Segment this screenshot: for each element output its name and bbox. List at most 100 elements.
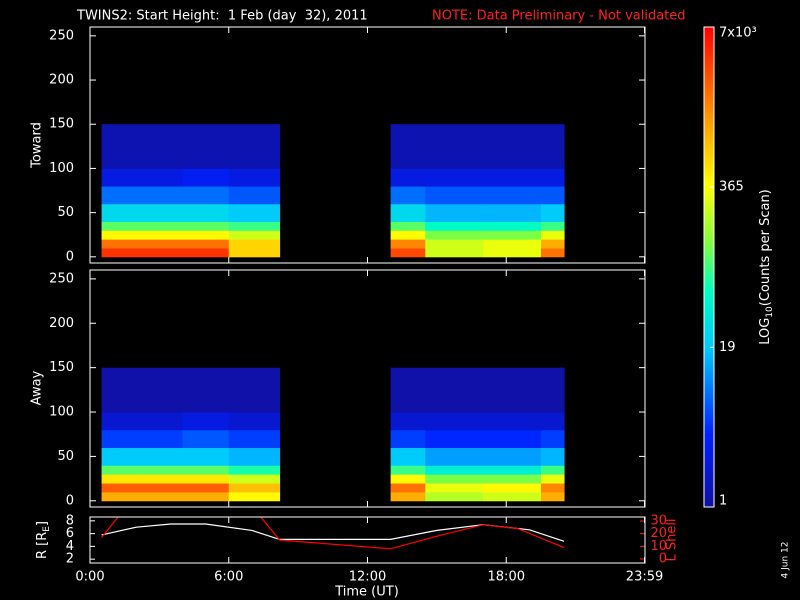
heatmap-cell xyxy=(182,483,230,493)
heatmap-cell xyxy=(101,447,137,466)
panel-frame xyxy=(89,516,646,564)
heatmap-cell xyxy=(390,168,426,187)
heatmap-cell xyxy=(425,221,484,231)
y-axis-label: Toward xyxy=(30,122,45,169)
heatmap-cell xyxy=(136,221,183,231)
heatmap-cell xyxy=(182,474,230,484)
heatmap-cell xyxy=(390,447,426,466)
heatmap-cell xyxy=(228,239,281,249)
heatmap-cell xyxy=(182,412,230,431)
heatmap-cell xyxy=(101,491,137,502)
y-axis-label: R [RE] xyxy=(35,521,52,559)
heatmap-cell xyxy=(540,474,565,484)
label-part: LOG xyxy=(758,318,773,345)
heatmap-cell xyxy=(228,465,281,475)
heatmap-cell xyxy=(228,124,281,169)
heatmap-cell xyxy=(425,447,484,466)
heatmap-cell xyxy=(136,168,183,187)
heatmap-cell xyxy=(182,491,230,502)
y2-tick-label: 20 xyxy=(650,526,667,541)
heatmap-cell xyxy=(483,203,542,222)
y-tick-label: 100 xyxy=(49,161,74,176)
heatmap-cell xyxy=(540,483,565,493)
y2-axis-label: L Shell xyxy=(665,518,680,561)
heatmap-cell xyxy=(540,367,565,413)
colorbar-tick-label: 365 xyxy=(719,180,744,195)
x-tick-label: 23:59 xyxy=(626,570,663,585)
heatmap-cell xyxy=(483,474,542,484)
heatmap-cell xyxy=(228,168,281,187)
heatmap-cell xyxy=(101,168,137,187)
y-tick-label: 150 xyxy=(49,360,74,375)
heatmap-cell xyxy=(136,230,183,240)
heatmap-cell xyxy=(483,412,542,431)
heatmap-cell xyxy=(101,412,137,431)
heatmap-cell xyxy=(228,367,281,413)
heatmap-cell xyxy=(136,186,183,205)
heatmap-cell xyxy=(390,429,426,449)
series-line xyxy=(101,517,565,550)
heatmap-cell xyxy=(483,367,542,413)
heatmap-cell xyxy=(228,474,281,484)
y-tick-label: 50 xyxy=(57,205,74,220)
heatmap-cell xyxy=(228,186,281,205)
heatmap-cell xyxy=(425,483,484,493)
heatmap-cell xyxy=(182,239,230,249)
label-subscript: 10 xyxy=(765,306,775,318)
heatmap-cell xyxy=(540,168,565,187)
heatmap-cell xyxy=(136,239,183,249)
heatmap-cell xyxy=(182,429,230,449)
heatmap-cell xyxy=(390,483,426,493)
heatmap-cell xyxy=(425,465,484,475)
heatmap-cell xyxy=(425,412,484,431)
heatmap-cell xyxy=(540,186,565,205)
colorbar-label: LOG10(Counts per Scan) xyxy=(758,189,775,345)
heatmap-cell xyxy=(540,412,565,431)
heatmap-cell xyxy=(101,239,137,249)
heatmap-cell xyxy=(483,447,542,466)
label-part: (Counts per Scan) xyxy=(758,189,773,306)
heatmap-cell xyxy=(101,483,137,493)
heatmap-cell xyxy=(425,203,484,222)
heatmap-cell xyxy=(390,474,426,484)
y2-tick-label: 0 xyxy=(659,551,667,566)
y-tick-label: 4 xyxy=(66,539,74,554)
heatmap-cell xyxy=(390,203,426,222)
heatmap-cell xyxy=(540,239,565,249)
heatmap-cell xyxy=(182,168,230,187)
y2-tick-label: 10 xyxy=(650,539,667,554)
heatmap-cell xyxy=(425,367,484,413)
colorbar-tick-label: 7x10³ xyxy=(719,26,757,41)
heatmap-cell xyxy=(101,247,137,258)
heatmap-cell xyxy=(228,221,281,231)
heatmap-cell xyxy=(136,447,183,466)
label-part: R [R xyxy=(35,532,50,559)
heatmap-cell xyxy=(483,239,542,249)
y-tick-label: 100 xyxy=(49,405,74,420)
heatmap-cell xyxy=(540,124,565,169)
heatmap-cell xyxy=(136,412,183,431)
heatmap-cell xyxy=(483,186,542,205)
heatmap-cell xyxy=(390,186,426,205)
heatmap-cell xyxy=(425,186,484,205)
heatmap-cell xyxy=(483,247,542,258)
heatmap-cell xyxy=(182,230,230,240)
colorbar-tick-label: 1 xyxy=(719,494,727,509)
heatmap-cell xyxy=(483,429,542,449)
heatmap-cell xyxy=(425,247,484,258)
x-tick-label: 0:00 xyxy=(75,570,104,585)
heatmap-cell xyxy=(540,230,565,240)
heatmap-cell xyxy=(101,124,137,169)
heatmap-cell xyxy=(483,491,542,502)
label-subscript: E xyxy=(42,526,52,532)
heatmap-cell xyxy=(136,474,183,484)
heatmap-cell xyxy=(182,124,230,169)
heatmap-cell xyxy=(540,491,565,502)
y-tick-label: 2 xyxy=(66,552,74,567)
heatmap-cell xyxy=(540,429,565,449)
heatmap-cell xyxy=(101,429,137,449)
heatmap-cell xyxy=(136,483,183,493)
heatmap-cell xyxy=(101,203,137,222)
heatmap-cell xyxy=(228,230,281,240)
